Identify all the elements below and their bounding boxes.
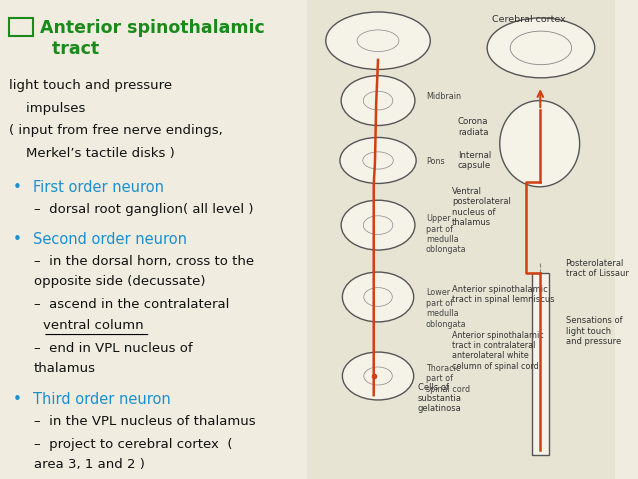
Text: ventral column: ventral column	[43, 319, 144, 332]
Text: Lower
part of
medulla
oblongata: Lower part of medulla oblongata	[426, 288, 466, 329]
FancyBboxPatch shape	[531, 273, 549, 455]
Text: light touch and pressure: light touch and pressure	[9, 79, 172, 92]
Text: –  end in VPL nucleus of: – end in VPL nucleus of	[34, 342, 193, 355]
Text: Posterolateral
tract of Lissaur: Posterolateral tract of Lissaur	[565, 259, 628, 278]
Text: –  in the VPL nucleus of thalamus: – in the VPL nucleus of thalamus	[34, 415, 255, 428]
Text: impulses: impulses	[9, 102, 85, 114]
Ellipse shape	[500, 101, 580, 187]
Text: Second order neuron: Second order neuron	[33, 232, 186, 247]
Text: –  project to cerebral cortex  (: – project to cerebral cortex (	[34, 438, 232, 451]
FancyBboxPatch shape	[308, 0, 614, 479]
Text: Upper
part of
medulla
oblongata: Upper part of medulla oblongata	[426, 214, 466, 254]
Text: –  in the dorsal horn, cross to the: – in the dorsal horn, cross to the	[34, 255, 254, 268]
Text: thalamus: thalamus	[34, 363, 96, 376]
Text: Anterior spinothalamic
tract in contralateral
anterolateral white
column of spin: Anterior spinothalamic tract in contrala…	[452, 331, 544, 371]
Text: Cerebral cortex: Cerebral cortex	[492, 15, 565, 24]
Ellipse shape	[343, 272, 413, 322]
Text: Pons: Pons	[426, 157, 445, 166]
Text: Anterior spinothalamic
  tract: Anterior spinothalamic tract	[40, 19, 265, 58]
Text: –  ascend in the contralateral: – ascend in the contralateral	[34, 298, 229, 311]
Text: opposite side (decussate): opposite side (decussate)	[34, 275, 205, 288]
Text: Cells of
substantia
gelatinosa: Cells of substantia gelatinosa	[418, 383, 462, 413]
Text: Thoracic
part of
spinal cord: Thoracic part of spinal cord	[426, 364, 470, 394]
Ellipse shape	[341, 200, 415, 250]
Text: area 3, 1 and 2 ): area 3, 1 and 2 )	[34, 458, 145, 471]
Text: •: •	[12, 392, 21, 407]
Ellipse shape	[343, 352, 413, 400]
FancyBboxPatch shape	[9, 18, 33, 36]
Text: Merkel’s tactile disks ): Merkel’s tactile disks )	[9, 147, 175, 160]
Text: •: •	[12, 232, 21, 247]
Text: Ventral
posterolateral
nucleus of
thalamus: Ventral posterolateral nucleus of thalam…	[452, 187, 510, 227]
Ellipse shape	[341, 76, 415, 125]
Text: Third order neuron: Third order neuron	[33, 392, 170, 407]
Ellipse shape	[326, 12, 430, 69]
Text: Sensations of
light touch
and pressure: Sensations of light touch and pressure	[565, 316, 622, 346]
Text: –  dorsal root ganglion( all level ): – dorsal root ganglion( all level )	[34, 203, 253, 216]
Text: First order neuron: First order neuron	[33, 180, 163, 194]
Text: ( input from free nerve endings,: ( input from free nerve endings,	[9, 124, 223, 137]
Ellipse shape	[340, 137, 416, 183]
Text: Internal
capsule: Internal capsule	[458, 151, 491, 171]
Ellipse shape	[487, 18, 595, 78]
Text: Anterior spinothalamic
tract in spinal lemniscus: Anterior spinothalamic tract in spinal l…	[452, 285, 554, 305]
Text: Midbrain: Midbrain	[426, 92, 461, 101]
Text: Corona
radiata: Corona radiata	[458, 117, 489, 137]
Text: •: •	[12, 180, 21, 194]
